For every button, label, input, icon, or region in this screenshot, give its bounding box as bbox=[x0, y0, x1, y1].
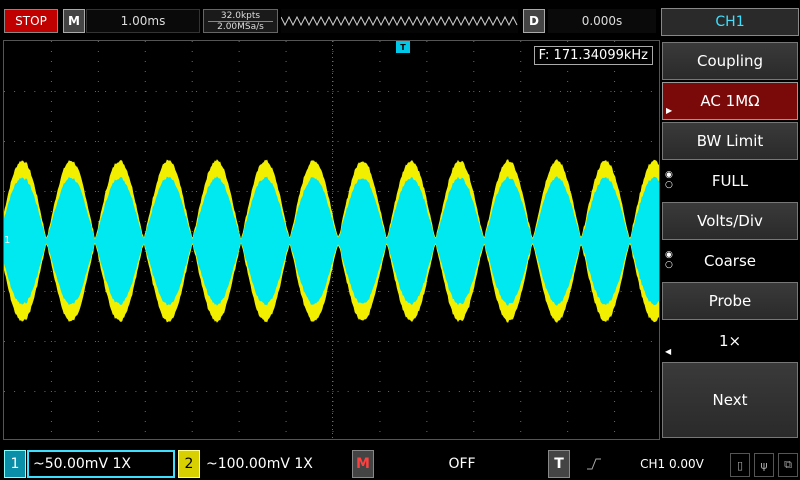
bottom-status-bar: 1 ~50.00mV 1X 2 ~100.00mV 1X M OFF T CH1… bbox=[0, 445, 800, 480]
usb-drive-icon: ▯ bbox=[730, 453, 750, 477]
coupling-option[interactable]: AC 1MΩ ▶ bbox=[662, 82, 798, 120]
memory-overview-icon bbox=[281, 15, 518, 27]
volts-div-value: Coarse bbox=[703, 252, 757, 270]
bw-limit-header[interactable]: BW Limit bbox=[662, 122, 798, 160]
waveform-display[interactable]: T 1 F: 171.34099kHz bbox=[3, 40, 660, 440]
adjust-arrow-icon: ◀ bbox=[665, 347, 672, 356]
memory-overview-waveform bbox=[281, 9, 518, 33]
frequency-counter: F: 171.34099kHz bbox=[533, 46, 653, 65]
volts-div-header[interactable]: Volts/Div bbox=[662, 202, 798, 240]
bw-limit-value: FULL bbox=[711, 172, 749, 190]
coupling-header[interactable]: Coupling bbox=[662, 42, 798, 80]
ch2-badge[interactable]: 2 bbox=[178, 450, 200, 478]
waveform-canvas bbox=[4, 41, 659, 439]
rising-edge-icon bbox=[574, 450, 614, 478]
trigger-badge[interactable]: T bbox=[548, 450, 570, 478]
top-status-bar: STOP M 1.00ms 32.0kpts 2.00MSa/s D 0.000… bbox=[0, 0, 800, 36]
ch1-badge[interactable]: 1 bbox=[4, 450, 26, 478]
channel-side-menu: Coupling AC 1MΩ ▶ BW Limit ◉ ○ FULL Volts… bbox=[660, 40, 800, 440]
volts-div-option[interactable]: ◉ ○ Coarse bbox=[662, 242, 798, 280]
acquisition-info: 32.0kpts 2.00MSa/s bbox=[203, 9, 278, 33]
trigger-level: CH1 0.00V bbox=[640, 457, 704, 471]
ch1-ground-marker[interactable]: 1 bbox=[4, 235, 11, 246]
ch2-settings[interactable]: ~100.00mV 1X bbox=[206, 456, 313, 472]
ch1-settings[interactable]: ~50.00mV 1X bbox=[27, 450, 175, 478]
next-page-button[interactable]: Next bbox=[662, 362, 798, 438]
bw-limit-option[interactable]: ◉ ○ FULL bbox=[662, 162, 798, 200]
ch1-waveform bbox=[4, 176, 659, 306]
channel-menu-title[interactable]: CH1 bbox=[661, 8, 799, 36]
sample-rate: 2.00MSa/s bbox=[217, 21, 264, 32]
coupling-value: AC 1MΩ bbox=[700, 92, 760, 110]
trigger-position-marker[interactable]: T bbox=[396, 41, 410, 53]
horizontal-mode-badge[interactable]: M bbox=[63, 9, 85, 33]
radio-selected-icon: ◉ ○ bbox=[665, 170, 673, 190]
usb-icon: ψ bbox=[754, 453, 774, 477]
radio-selected-icon: ◉ ○ bbox=[665, 250, 673, 270]
timebase-readout[interactable]: 1.00ms bbox=[86, 9, 200, 33]
delay-badge[interactable]: D bbox=[523, 9, 545, 33]
memory-depth: 32.0kpts bbox=[220, 10, 261, 21]
network-icon: ⧉ bbox=[778, 453, 798, 477]
probe-option[interactable]: ◀ 1× bbox=[662, 322, 798, 360]
select-arrow-icon: ▶ bbox=[666, 106, 673, 115]
math-status: OFF bbox=[448, 456, 476, 472]
trigger-delay-readout[interactable]: 0.000s bbox=[548, 9, 656, 33]
run-stop-button[interactable]: STOP bbox=[4, 9, 58, 33]
probe-value: 1× bbox=[718, 332, 742, 350]
math-badge[interactable]: M bbox=[352, 450, 374, 478]
probe-header[interactable]: Probe bbox=[662, 282, 798, 320]
